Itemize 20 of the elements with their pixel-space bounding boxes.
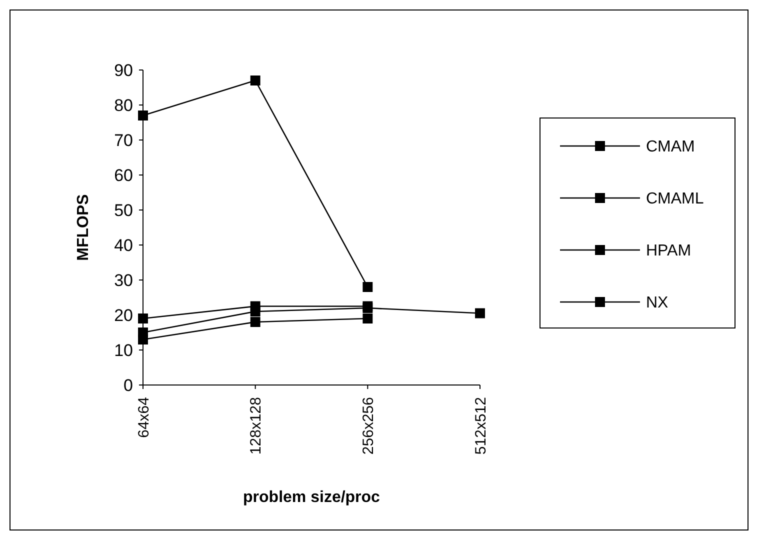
x-tick-label: 64x64 [135,397,152,438]
legend-label: CMAM [646,138,695,156]
y-tick-label: 90 [114,60,133,80]
y-tick-label: 50 [114,200,133,220]
x-tick-label: 256x256 [360,397,377,455]
y-tick-label: 60 [114,166,133,185]
legend-label: HPAM [646,242,692,260]
x-axis-title: problem size/proc [243,489,380,506]
y-tick-label: 0 [124,376,133,395]
y-tick-label: 20 [114,306,133,325]
legend-label: NX [646,294,669,312]
y-tick-label: 70 [114,130,133,150]
legend-label: CMAML [646,190,704,208]
y-tick-label: 80 [114,96,133,115]
x-tick-label: 128x128 [248,397,265,455]
y-tick-label: 40 [114,236,133,255]
y-tick-label: 30 [114,270,133,290]
x-tick-label: 512x512 [472,397,490,455]
y-axis-title: MFLOPS [75,194,92,261]
y-tick-label: 10 [114,340,133,360]
